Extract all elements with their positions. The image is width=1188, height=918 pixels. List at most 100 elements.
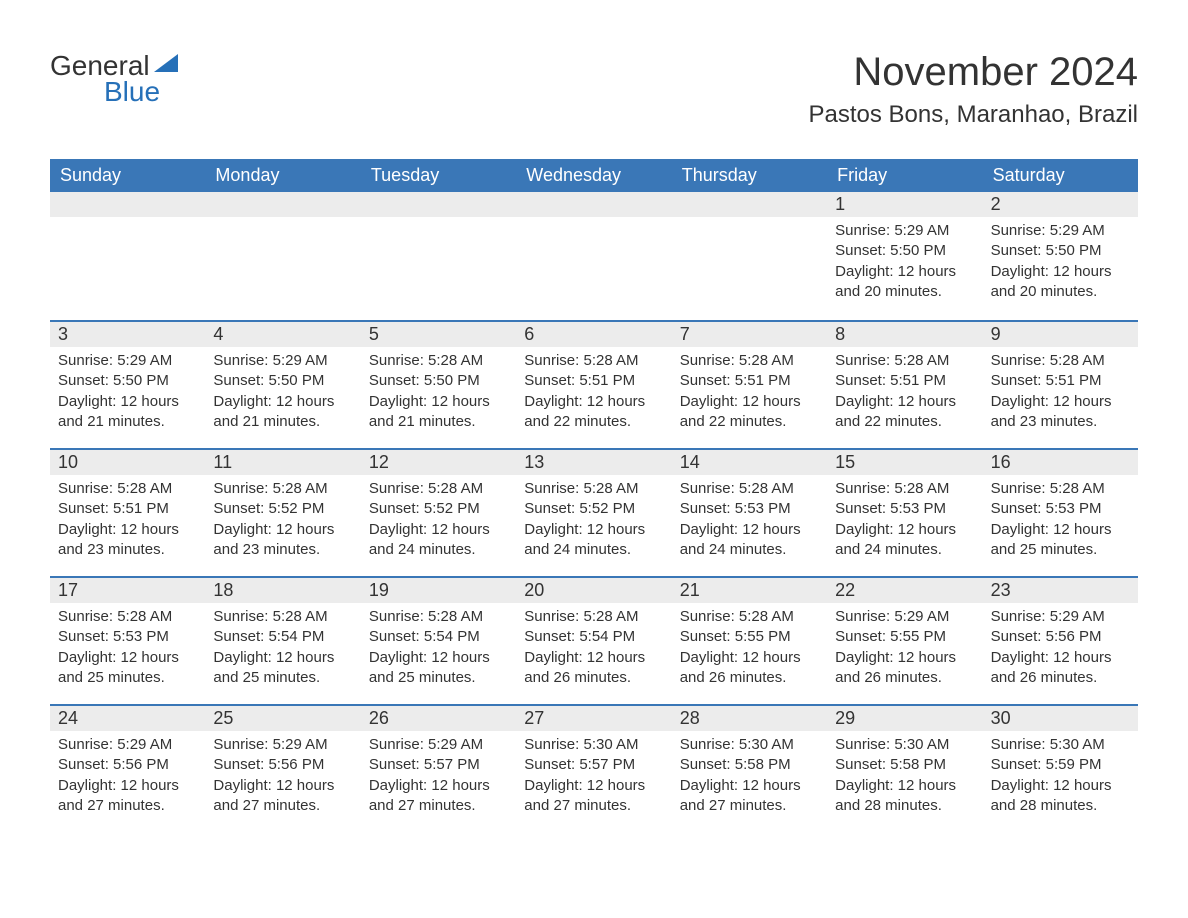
day-cell: 30Sunrise: 5:30 AMSunset: 5:59 PMDayligh… — [983, 704, 1138, 832]
day-body: Sunrise: 5:28 AMSunset: 5:50 PMDaylight:… — [361, 347, 516, 440]
day-body: Sunrise: 5:29 AMSunset: 5:50 PMDaylight:… — [983, 217, 1138, 310]
day-cell: 4Sunrise: 5:29 AMSunset: 5:50 PMDaylight… — [205, 320, 360, 448]
day-number-band: 27 — [516, 704, 671, 731]
daylight-text: Daylight: 12 hours and 24 minutes. — [835, 520, 974, 561]
day-number-band: 4 — [205, 320, 360, 347]
sunset-text: Sunset: 5:50 PM — [58, 371, 197, 391]
day-number-band: 30 — [983, 704, 1138, 731]
day-number-band: 16 — [983, 448, 1138, 475]
day-number-band: 17 — [50, 576, 205, 603]
day-cell: 17Sunrise: 5:28 AMSunset: 5:53 PMDayligh… — [50, 576, 205, 704]
sunset-text: Sunset: 5:54 PM — [369, 627, 508, 647]
sunset-text: Sunset: 5:56 PM — [991, 627, 1130, 647]
sunset-text: Sunset: 5:50 PM — [213, 371, 352, 391]
day-cell: 24Sunrise: 5:29 AMSunset: 5:56 PMDayligh… — [50, 704, 205, 832]
daylight-text: Daylight: 12 hours and 21 minutes. — [58, 392, 197, 433]
day-body: Sunrise: 5:29 AMSunset: 5:56 PMDaylight:… — [983, 603, 1138, 696]
day-body: Sunrise: 5:28 AMSunset: 5:55 PMDaylight:… — [672, 603, 827, 696]
sunset-text: Sunset: 5:59 PM — [991, 755, 1130, 775]
day-cell: 14Sunrise: 5:28 AMSunset: 5:53 PMDayligh… — [672, 448, 827, 576]
day-number-band: 1 — [827, 192, 982, 217]
daylight-text: Daylight: 12 hours and 27 minutes. — [680, 776, 819, 817]
day-body: Sunrise: 5:28 AMSunset: 5:52 PMDaylight:… — [361, 475, 516, 568]
daylight-text: Daylight: 12 hours and 23 minutes. — [991, 392, 1130, 433]
sunset-text: Sunset: 5:50 PM — [369, 371, 508, 391]
daylight-text: Daylight: 12 hours and 26 minutes. — [835, 648, 974, 689]
sunrise-text: Sunrise: 5:29 AM — [58, 735, 197, 755]
daylight-text: Daylight: 12 hours and 22 minutes. — [524, 392, 663, 433]
sunrise-text: Sunrise: 5:29 AM — [369, 735, 508, 755]
weekday-friday: Friday — [827, 159, 982, 192]
sunrise-text: Sunrise: 5:29 AM — [58, 351, 197, 371]
day-number-band: 25 — [205, 704, 360, 731]
day-body: Sunrise: 5:30 AMSunset: 5:59 PMDaylight:… — [983, 731, 1138, 824]
day-number-band: 14 — [672, 448, 827, 475]
day-cell: 7Sunrise: 5:28 AMSunset: 5:51 PMDaylight… — [672, 320, 827, 448]
day-cell: 21Sunrise: 5:28 AMSunset: 5:55 PMDayligh… — [672, 576, 827, 704]
day-cell: 12Sunrise: 5:28 AMSunset: 5:52 PMDayligh… — [361, 448, 516, 576]
sunrise-text: Sunrise: 5:28 AM — [369, 351, 508, 371]
day-body: Sunrise: 5:28 AMSunset: 5:54 PMDaylight:… — [516, 603, 671, 696]
sunset-text: Sunset: 5:54 PM — [524, 627, 663, 647]
day-number-band: 13 — [516, 448, 671, 475]
sunrise-text: Sunrise: 5:30 AM — [991, 735, 1130, 755]
sunset-text: Sunset: 5:51 PM — [58, 499, 197, 519]
sunset-text: Sunset: 5:55 PM — [835, 627, 974, 647]
week-row: 1Sunrise: 5:29 AMSunset: 5:50 PMDaylight… — [50, 192, 1138, 320]
sunset-text: Sunset: 5:52 PM — [369, 499, 508, 519]
sunset-text: Sunset: 5:51 PM — [680, 371, 819, 391]
daylight-text: Daylight: 12 hours and 26 minutes. — [524, 648, 663, 689]
week-row: 10Sunrise: 5:28 AMSunset: 5:51 PMDayligh… — [50, 448, 1138, 576]
week-row: 17Sunrise: 5:28 AMSunset: 5:53 PMDayligh… — [50, 576, 1138, 704]
sunset-text: Sunset: 5:53 PM — [835, 499, 974, 519]
logo-word-blue: Blue — [104, 76, 178, 108]
day-cell: 25Sunrise: 5:29 AMSunset: 5:56 PMDayligh… — [205, 704, 360, 832]
daylight-text: Daylight: 12 hours and 24 minutes. — [369, 520, 508, 561]
day-number-band: 3 — [50, 320, 205, 347]
day-body: Sunrise: 5:28 AMSunset: 5:54 PMDaylight:… — [361, 603, 516, 696]
sunrise-text: Sunrise: 5:28 AM — [369, 607, 508, 627]
sunset-text: Sunset: 5:57 PM — [369, 755, 508, 775]
sunrise-text: Sunrise: 5:30 AM — [680, 735, 819, 755]
daylight-text: Daylight: 12 hours and 21 minutes. — [369, 392, 508, 433]
title-block: November 2024 Pastos Bons, Maranhao, Bra… — [809, 50, 1139, 129]
daylight-text: Daylight: 12 hours and 21 minutes. — [213, 392, 352, 433]
day-number-band: 24 — [50, 704, 205, 731]
day-number-band: 18 — [205, 576, 360, 603]
week-row: 3Sunrise: 5:29 AMSunset: 5:50 PMDaylight… — [50, 320, 1138, 448]
day-number-band: 22 — [827, 576, 982, 603]
day-number-band — [361, 192, 516, 217]
day-number-band: 8 — [827, 320, 982, 347]
week-row: 24Sunrise: 5:29 AMSunset: 5:56 PMDayligh… — [50, 704, 1138, 832]
day-body: Sunrise: 5:28 AMSunset: 5:53 PMDaylight:… — [983, 475, 1138, 568]
daylight-text: Daylight: 12 hours and 26 minutes. — [680, 648, 819, 689]
sunset-text: Sunset: 5:53 PM — [680, 499, 819, 519]
sunrise-text: Sunrise: 5:28 AM — [524, 479, 663, 499]
sunrise-text: Sunrise: 5:29 AM — [835, 607, 974, 627]
day-body: Sunrise: 5:28 AMSunset: 5:53 PMDaylight:… — [672, 475, 827, 568]
empty-day-cell — [205, 192, 360, 320]
sunrise-text: Sunrise: 5:28 AM — [524, 351, 663, 371]
day-body: Sunrise: 5:28 AMSunset: 5:52 PMDaylight:… — [516, 475, 671, 568]
empty-day-cell — [516, 192, 671, 320]
day-number-band — [50, 192, 205, 217]
daylight-text: Daylight: 12 hours and 28 minutes. — [835, 776, 974, 817]
daylight-text: Daylight: 12 hours and 24 minutes. — [524, 520, 663, 561]
sunset-text: Sunset: 5:51 PM — [991, 371, 1130, 391]
sunrise-text: Sunrise: 5:28 AM — [835, 479, 974, 499]
daylight-text: Daylight: 12 hours and 23 minutes. — [58, 520, 197, 561]
sunrise-text: Sunrise: 5:29 AM — [835, 221, 974, 241]
logo: General Blue — [50, 50, 178, 108]
sunset-text: Sunset: 5:50 PM — [991, 241, 1130, 261]
sunset-text: Sunset: 5:54 PM — [213, 627, 352, 647]
day-body: Sunrise: 5:29 AMSunset: 5:56 PMDaylight:… — [50, 731, 205, 824]
location-subtitle: Pastos Bons, Maranhao, Brazil — [809, 101, 1139, 129]
day-number-band: 23 — [983, 576, 1138, 603]
daylight-text: Daylight: 12 hours and 25 minutes. — [369, 648, 508, 689]
sunrise-text: Sunrise: 5:28 AM — [680, 351, 819, 371]
day-number-band — [516, 192, 671, 217]
empty-day-cell — [50, 192, 205, 320]
sunset-text: Sunset: 5:51 PM — [835, 371, 974, 391]
day-number-band: 28 — [672, 704, 827, 731]
day-cell: 3 Sunrise: 5:29 AMSunset: 5:50 PMDaylight… — [50, 320, 205, 448]
